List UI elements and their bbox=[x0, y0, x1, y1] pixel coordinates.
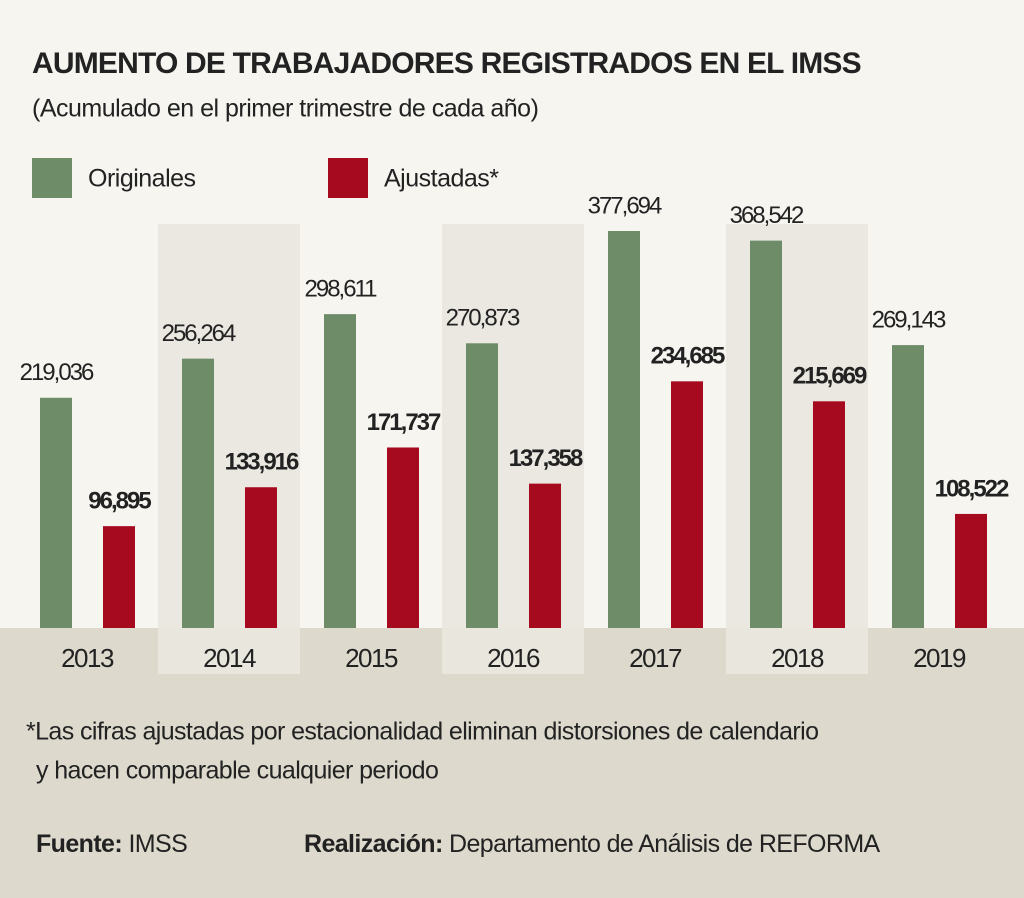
band-foot bbox=[158, 628, 300, 674]
legend-label: Ajustadas* bbox=[384, 165, 499, 193]
source-text: IMSS bbox=[128, 830, 187, 858]
bar bbox=[892, 345, 924, 628]
bar bbox=[608, 231, 640, 628]
value-label: 270,873 bbox=[446, 305, 520, 332]
bar bbox=[387, 447, 419, 628]
band bbox=[442, 224, 584, 628]
bar bbox=[466, 343, 498, 628]
band bbox=[158, 224, 300, 628]
source-label: Fuente: bbox=[36, 830, 122, 858]
x-tick-label: 2019 bbox=[913, 643, 966, 673]
bar bbox=[40, 397, 72, 628]
band-foot bbox=[442, 628, 584, 674]
bar bbox=[324, 314, 356, 628]
x-tick-label: 2014 bbox=[203, 643, 256, 673]
value-label: 171,737 bbox=[367, 409, 441, 436]
bar bbox=[813, 401, 845, 628]
chart-subtitle: (Acumulado en el primer trimestre de cad… bbox=[32, 95, 538, 123]
value-label: 368,542 bbox=[730, 202, 804, 229]
value-label: 219,036 bbox=[20, 359, 94, 386]
bar bbox=[245, 487, 277, 628]
x-tick-label: 2015 bbox=[345, 643, 398, 673]
value-label: 215,669 bbox=[793, 363, 867, 390]
bands bbox=[158, 224, 868, 674]
bar bbox=[103, 526, 135, 628]
credit-text: Departamento de Análisis de REFORMA bbox=[449, 830, 881, 858]
x-tick-label: 2013 bbox=[61, 643, 114, 673]
band bbox=[726, 224, 868, 628]
credit: Realización: Departamento de Análisis de… bbox=[304, 830, 881, 858]
value-label: 269,143 bbox=[872, 306, 946, 333]
x-tick-label: 2018 bbox=[771, 643, 824, 673]
bar bbox=[671, 381, 703, 628]
chart-title: AUMENTO DE TRABAJADORES REGISTRADOS EN E… bbox=[32, 47, 861, 80]
bar bbox=[955, 513, 987, 628]
bar bbox=[529, 483, 561, 628]
x-tick-label: 2016 bbox=[487, 643, 540, 673]
legend-label: Originales bbox=[88, 165, 196, 193]
x-tick-label: 2017 bbox=[629, 643, 682, 673]
value-label: 234,685 bbox=[651, 343, 725, 370]
legend-swatch bbox=[32, 158, 72, 198]
value-label: 108,522 bbox=[935, 475, 1009, 502]
legend-swatch bbox=[328, 158, 368, 198]
bar bbox=[182, 358, 214, 628]
value-label: 377,694 bbox=[588, 192, 662, 219]
bar bbox=[750, 240, 782, 628]
note: y hacen comparable cualquier periodo bbox=[36, 757, 438, 785]
source: Fuente: IMSS bbox=[36, 830, 187, 858]
value-label: 256,264 bbox=[162, 320, 236, 347]
value-label: 133,916 bbox=[225, 449, 299, 476]
value-label: 298,611 bbox=[305, 275, 378, 302]
band-foot bbox=[726, 628, 868, 674]
value-label: 96,895 bbox=[88, 487, 151, 514]
credit-label: Realización: bbox=[304, 830, 443, 858]
value-label: 137,358 bbox=[509, 445, 583, 472]
note: *Las cifras ajustadas por estacionalidad… bbox=[26, 718, 818, 746]
